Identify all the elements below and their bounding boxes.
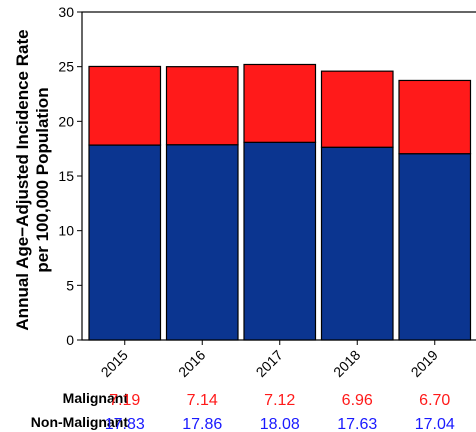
bar-non-malignant-2016	[165, 144, 239, 341]
y-tick-label: 5	[66, 277, 74, 293]
y-tick-label: 15	[58, 168, 74, 184]
table-value-non-malignant-2017: 18.08	[260, 416, 300, 432]
x-tick-label-2016: 2016	[175, 347, 208, 380]
table-value-malignant-2017: 7.12	[264, 392, 295, 409]
table-value-malignant-2016: 7.14	[187, 392, 218, 409]
x-tick-label-2017: 2017	[253, 347, 286, 380]
table-value-non-malignant-2016: 17.86	[182, 416, 222, 432]
table-row-label: Non-Malignant	[31, 414, 129, 430]
table-value-non-malignant-2015: 17.83	[105, 416, 145, 432]
bar-malignant-2015	[88, 65, 162, 146]
y-axis-title-line-2: per 100,000 Population	[33, 87, 52, 272]
plot-area: 0 5 10 15 20 25 30 2015 2016 2017 2018 2019	[58, 4, 476, 380]
bar-non-malignant-2015	[88, 144, 162, 341]
bar-malignant-2017	[243, 63, 317, 143]
x-tick-label-2018: 2018	[330, 347, 363, 380]
table-value-malignant-2018: 6.96	[342, 392, 373, 409]
bar-non-malignant-2018	[320, 146, 394, 341]
table-row-label: Malignant	[63, 390, 129, 406]
y-axis-title: Annual Age−Adjusted Incidence Rate per 1…	[13, 29, 52, 330]
y-tick-label: 20	[58, 113, 74, 129]
y-tick-label: 25	[58, 59, 74, 75]
y-tick-label: 10	[58, 223, 74, 239]
x-tick-label-2019: 2019	[408, 347, 441, 380]
y-tick-label: 30	[58, 4, 74, 20]
table-value-non-malignant-2018: 17.63	[337, 416, 377, 432]
table-value-malignant-2015: 7.19	[109, 392, 140, 409]
y-tick-label: 0	[66, 332, 74, 348]
table-value-malignant-2019: 6.70	[419, 392, 450, 409]
x-tick-label-2015: 2015	[98, 347, 131, 380]
bar-non-malignant-2017	[243, 141, 317, 341]
bar-malignant-2018	[320, 70, 394, 148]
bar-malignant-2016	[165, 66, 239, 146]
table-value-non-malignant-2019: 17.04	[415, 416, 455, 432]
y-axis-title-line-1: Annual Age−Adjusted Incidence Rate	[13, 29, 32, 330]
bar-malignant-2019	[398, 79, 472, 155]
bar-non-malignant-2019	[398, 153, 472, 341]
